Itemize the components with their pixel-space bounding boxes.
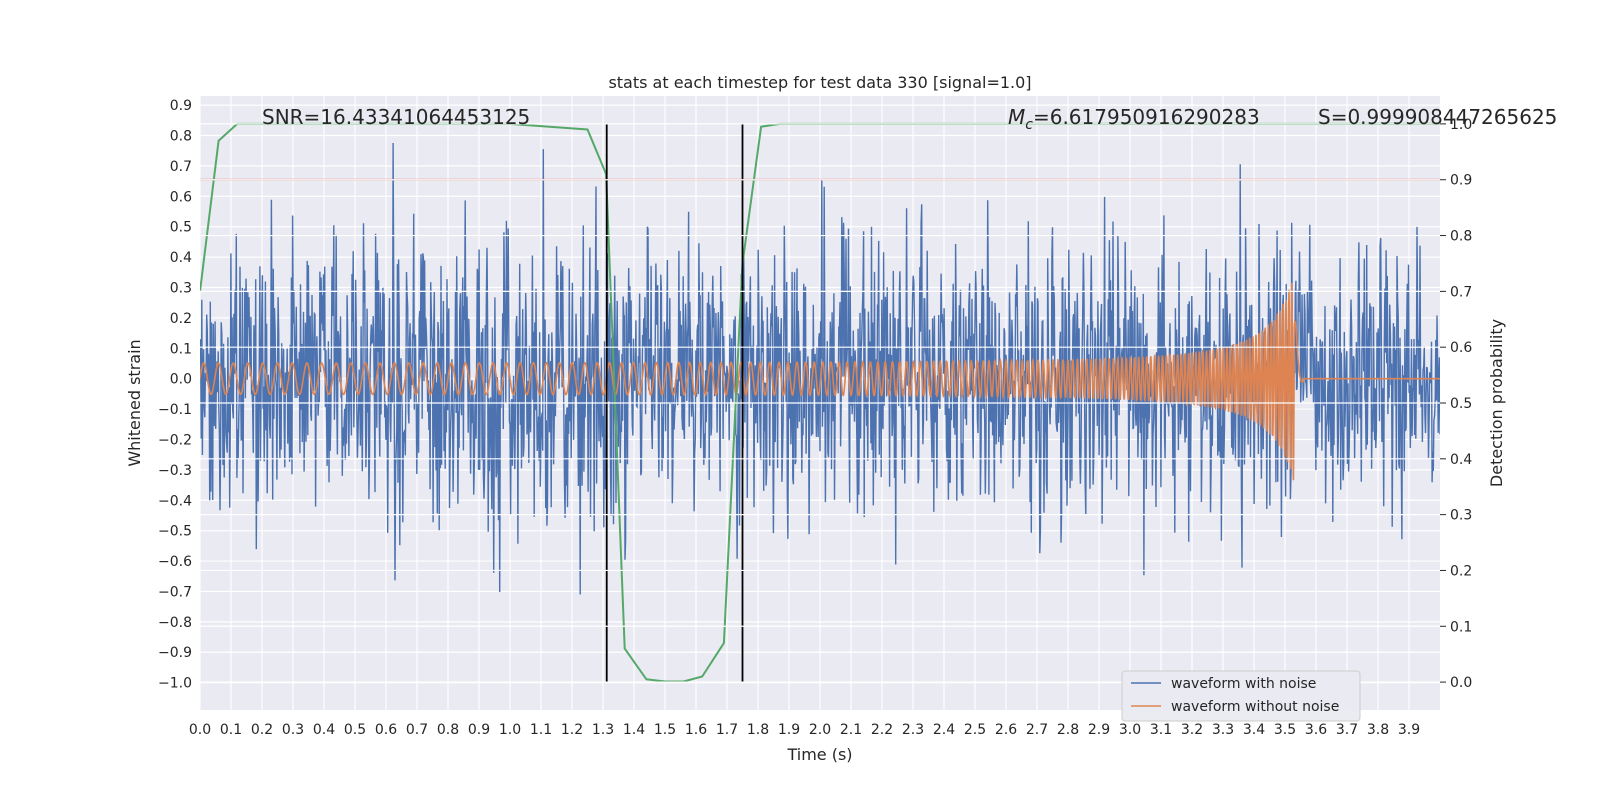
x-axis-label: Time (s) [786, 745, 852, 764]
y-right-tick-label: 0.1 [1450, 619, 1472, 635]
x-tick-label: 0.8 [437, 722, 459, 738]
chirp-mass-symbol: M [1008, 105, 1025, 129]
y-right-tick-label: 0.7 [1450, 284, 1472, 300]
x-tick-label: 2.0 [809, 722, 831, 738]
y-axis-label-right: Detection probability [1487, 319, 1506, 487]
legend-label-clean: waveform without noise [1171, 699, 1339, 715]
series-waveform-without-noise [200, 282, 1440, 481]
legend-label-noise: waveform with noise [1171, 676, 1316, 692]
x-tick-label: 3.2 [1181, 722, 1203, 738]
y-axis-label-left: Whitened strain [125, 339, 144, 466]
y-right-tick-label: 0.9 [1450, 173, 1472, 189]
y-left-tick-label: 0.4 [170, 250, 192, 266]
y-right-tick-label: 0.0 [1450, 675, 1472, 691]
x-tick-label: 2.9 [1088, 722, 1110, 738]
chirp-mass-subscript: c [1025, 117, 1033, 133]
y-right-tick-label: 0.2 [1450, 563, 1472, 579]
y-left-tick-label: −0.5 [158, 524, 192, 540]
legend: waveform with noise waveform without noi… [1121, 670, 1361, 722]
x-tick-label: 0.6 [375, 722, 397, 738]
x-tick-label: 1.7 [716, 722, 738, 738]
x-tick-label: 3.0 [1119, 722, 1141, 738]
x-tick-label: 2.8 [1057, 722, 1079, 738]
clean-waveform-layer [200, 282, 1440, 481]
x-tick-label: 1.0 [499, 722, 521, 738]
y-left-tick-label: 0.6 [170, 189, 192, 205]
series-waveform-with-noise [200, 142, 1440, 595]
x-tick-label: 2.6 [995, 722, 1017, 738]
chart-title: stats at each timestep for test data 330… [608, 73, 1031, 92]
x-tick-label: 3.4 [1243, 722, 1265, 738]
y-left-tick-label: −0.6 [158, 554, 192, 570]
noisy-waveform-layer [200, 142, 1440, 595]
x-tick-label: 1.2 [561, 722, 583, 738]
y-left-tick-label: 0.1 [170, 341, 192, 357]
y-left-tick-label: −0.9 [158, 645, 192, 661]
x-tick-label: 3.9 [1398, 722, 1420, 738]
x-tick-label: 2.5 [964, 722, 986, 738]
y-left-tick-label: 0.5 [170, 220, 192, 236]
x-tick-label: 0.4 [313, 722, 335, 738]
y-left-tick-label: 0.3 [170, 280, 192, 296]
y-right-tick-label: 0.4 [1450, 452, 1472, 468]
x-tick-label: 1.1 [530, 722, 552, 738]
y-left-tick-label: 0.7 [170, 159, 192, 175]
y-left-tick-label: −1.0 [158, 676, 192, 692]
x-tick-label: 0.2 [251, 722, 273, 738]
x-tick-label: 1.9 [778, 722, 800, 738]
x-tick-label: 3.3 [1212, 722, 1234, 738]
x-tick-label: 2.3 [902, 722, 924, 738]
y-left-tick-label: −0.7 [158, 584, 192, 600]
y-left-tick-label: 0.0 [170, 372, 192, 388]
y-left-tick-label: −0.4 [158, 493, 192, 509]
y-left-tick-label: −0.8 [158, 615, 192, 631]
x-tick-label: 3.5 [1274, 722, 1296, 738]
y-right-tick-label: 0.6 [1450, 340, 1472, 356]
x-tick-label: 1.4 [623, 722, 645, 738]
x-tick-label: 3.6 [1305, 722, 1327, 738]
x-tick-label: 2.1 [840, 722, 862, 738]
x-tick-label: 3.8 [1367, 722, 1389, 738]
x-tick-label: 0.3 [282, 722, 304, 738]
snr-annotation: SNR=16.43341064453125 [262, 105, 530, 129]
legend-box [1121, 670, 1361, 722]
y-left-tick-label: −0.2 [158, 432, 192, 448]
x-tick-label: 0.0 [189, 722, 211, 738]
x-tick-label: 1.3 [592, 722, 614, 738]
x-tick-label: 2.7 [1026, 722, 1048, 738]
x-tick-label: 0.7 [406, 722, 428, 738]
y-left-tick-label: −0.3 [158, 463, 192, 479]
x-tick-label: 2.2 [871, 722, 893, 738]
y-left-tick-label: 0.9 [170, 98, 192, 114]
x-tick-label: 0.1 [220, 722, 242, 738]
x-tick-label: 3.1 [1150, 722, 1172, 738]
x-tick-label: 3.7 [1336, 722, 1358, 738]
x-tick-label: 1.6 [685, 722, 707, 738]
y-right-tick-label: 0.8 [1450, 229, 1472, 245]
score-annotation: S=0.999908447265625 [1318, 105, 1557, 129]
x-tick-label: 0.9 [468, 722, 490, 738]
chirp-mass-value: =6.617950916290283 [1033, 105, 1260, 129]
y-left-tick-label: 0.8 [170, 129, 192, 145]
x-tick-label: 0.5 [344, 722, 366, 738]
tick-labels: 0.9 0.8 0.7 0.6 0.5 0.4 0.3 0.2 0.1 0.0 −0.1 −0.2 −0… [158, 98, 1472, 738]
y-left-tick-label: −0.1 [158, 402, 192, 418]
x-tick-label: 1.8 [747, 722, 769, 738]
x-tick-label: 2.4 [933, 722, 955, 738]
chirp-mass-annotation: Mc=6.617950916290283 [1008, 105, 1260, 133]
y-right-tick-label: 0.3 [1450, 508, 1472, 524]
y-left-tick-label: 0.2 [170, 311, 192, 327]
y-right-tick-label: 0.5 [1450, 396, 1472, 412]
y-right-tick-label: 1.0 [1450, 117, 1472, 133]
x-tick-label: 1.5 [654, 722, 676, 738]
